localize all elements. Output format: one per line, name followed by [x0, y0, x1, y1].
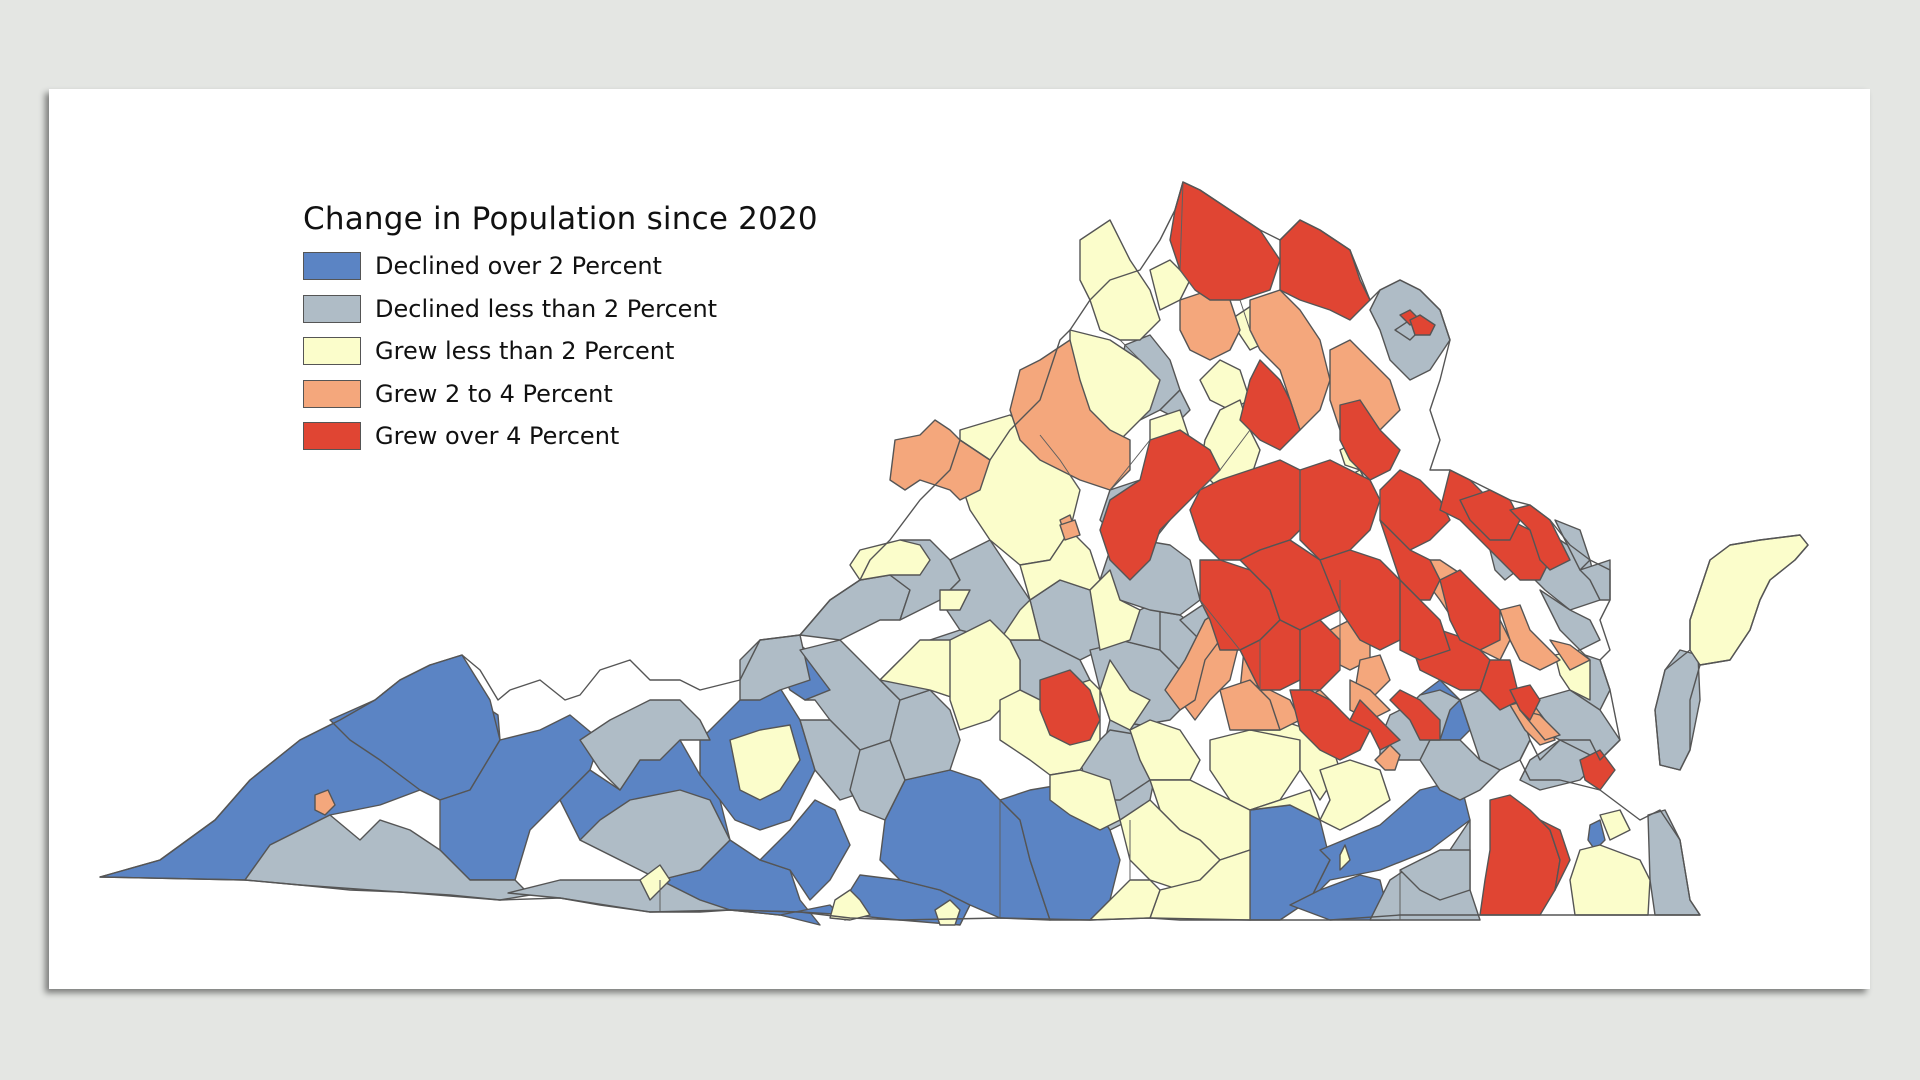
legend-label: Grew 2 to 4 Percent	[375, 379, 613, 408]
region-grew-over-4	[1039, 181, 1616, 916]
legend-item-grew-over-4: Grew over 4 Percent	[303, 415, 818, 458]
legend-item-grew-2-to-4: Grew 2 to 4 Percent	[303, 373, 818, 416]
legend-swatch	[303, 422, 361, 451]
legend-label: Grew less than 2 Percent	[375, 337, 675, 366]
county-boundaries	[439, 181, 1401, 920]
legend-swatch	[303, 379, 361, 408]
legend-title: Change in Population since 2020	[303, 201, 818, 237]
legend-item-grew-less-than-2: Grew less than 2 Percent	[303, 330, 818, 373]
legend: Change in Population since 2020 Declined…	[303, 201, 818, 458]
map-card: Change in Population since 2020 Declined…	[49, 89, 1870, 989]
legend-item-declined-less-than-2: Declined less than 2 Percent	[303, 288, 818, 331]
legend-swatch	[303, 252, 361, 281]
legend-label: Declined over 2 Percent	[375, 252, 662, 281]
eastern-shore-outline	[1654, 534, 1809, 771]
virginia-county-map	[99, 181, 1809, 926]
legend-swatch	[303, 294, 361, 323]
legend-swatch	[303, 337, 361, 366]
state-outline	[99, 181, 1701, 921]
legend-label: Grew over 4 Percent	[375, 422, 620, 451]
legend-label: Declined less than 2 Percent	[375, 294, 718, 323]
region-southwest-declined-over-2	[99, 644, 1606, 926]
legend-item-declined-over-2: Declined over 2 Percent	[303, 245, 818, 288]
